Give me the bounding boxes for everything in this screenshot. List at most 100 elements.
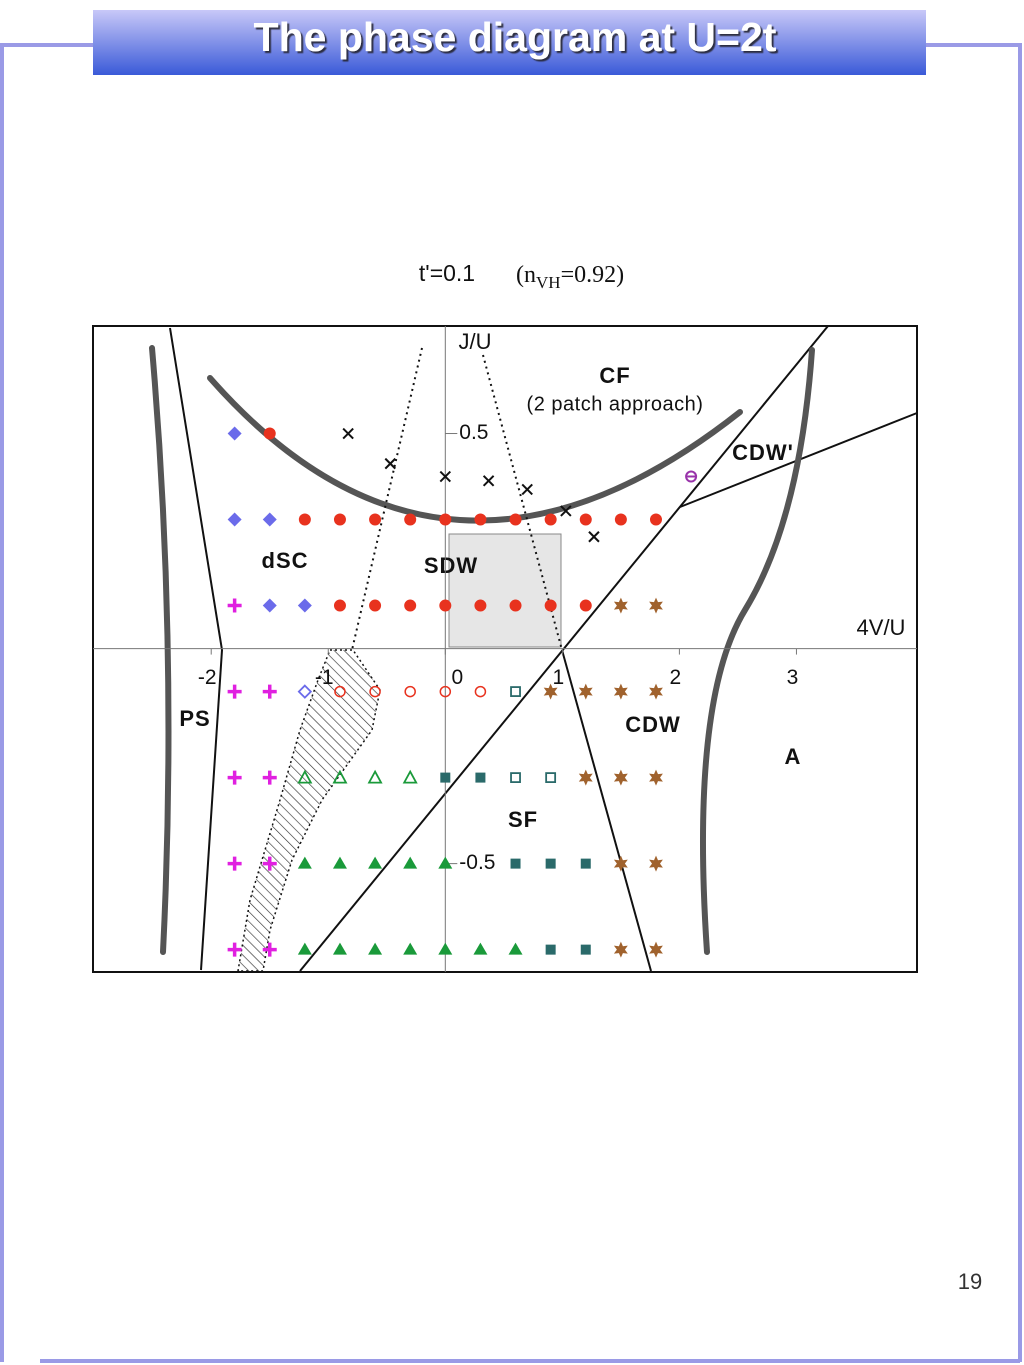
data-point [560, 505, 572, 517]
data-point [545, 858, 556, 869]
data-point [685, 470, 698, 483]
data-point [227, 856, 242, 871]
x-tick-label: 2 [670, 666, 682, 689]
data-point [578, 769, 593, 786]
region-label: CF [599, 363, 630, 388]
region-label: CDW' [732, 440, 794, 465]
data-point [544, 513, 557, 526]
data-point [545, 944, 556, 955]
data-point [368, 942, 383, 955]
data-point [369, 599, 382, 612]
boundary-curve [149, 345, 172, 955]
data-point [649, 769, 663, 786]
data-point [369, 513, 382, 526]
data-point [227, 426, 242, 441]
data-point [368, 856, 383, 869]
title-bar [93, 10, 926, 75]
data-point [473, 942, 488, 955]
data-point [579, 513, 592, 526]
data-point [297, 769, 313, 784]
data-point [333, 513, 346, 526]
x-tick-label: 0 [451, 666, 463, 689]
data-point [297, 598, 312, 613]
data-point [614, 513, 627, 526]
data-point [544, 599, 557, 612]
data-point [474, 513, 487, 526]
y-axis-label: J/U [459, 329, 492, 354]
data-point [613, 769, 628, 786]
region-label: PS [179, 706, 210, 731]
density-note: (nVH=0.92) [516, 262, 624, 292]
data-point [227, 942, 242, 957]
data-point [227, 770, 242, 785]
hatched-region [237, 649, 381, 972]
data-point [613, 941, 628, 958]
region-label: CDW [625, 712, 681, 737]
x-tick-label: 3 [787, 666, 799, 689]
data-point [297, 684, 313, 699]
data-point [580, 944, 591, 955]
data-point [649, 597, 663, 614]
data-point [404, 685, 416, 698]
data-point [404, 513, 417, 526]
data-point [367, 769, 383, 784]
data-point [332, 942, 347, 955]
data-point [474, 599, 487, 612]
data-point [613, 683, 628, 700]
density-suffix: =0.92) [561, 262, 625, 288]
data-point [649, 855, 663, 872]
data-point [403, 856, 418, 869]
data-point [579, 599, 592, 612]
data-point [439, 513, 452, 526]
data-point [509, 513, 522, 526]
region-label: SF [508, 807, 538, 832]
x-tick-label: -1 [315, 666, 334, 689]
region-label: dSC [262, 548, 309, 573]
data-point [262, 942, 277, 957]
data-point [227, 512, 242, 527]
data-point [262, 512, 277, 527]
boundary-line [169, 327, 224, 971]
dotted-boundary [351, 347, 423, 651]
data-point [578, 683, 593, 700]
data-point [384, 457, 397, 470]
data-point [475, 772, 486, 783]
data-point [404, 599, 417, 612]
highlight-box [448, 533, 562, 648]
chart-subtitle: t'=0.1 [419, 260, 475, 286]
data-point [543, 683, 558, 700]
data-point [613, 855, 628, 872]
data-point [649, 941, 663, 958]
region-label: SDW [424, 553, 478, 578]
data-point [580, 858, 591, 869]
region-note: (2 patch approach) [527, 393, 704, 415]
data-point [508, 942, 523, 955]
y-tick-label: 0.5 [459, 421, 488, 444]
data-point [521, 483, 533, 496]
slide-frame [0, 43, 1022, 1363]
data-point [227, 684, 242, 699]
data-point [262, 856, 277, 871]
data-point [333, 599, 346, 612]
slide-title: The phase diagram at U=2t [254, 14, 777, 60]
data-point [439, 599, 452, 612]
data-point [510, 858, 521, 869]
region-label: A [785, 744, 802, 769]
phase-boundaries [149, 325, 918, 972]
x-tick-label: -2 [198, 666, 217, 689]
data-point [474, 685, 487, 698]
data-point [440, 772, 451, 783]
data-point [588, 531, 600, 543]
data-point [297, 856, 312, 869]
data-point [403, 942, 418, 955]
x-tick-label: 1 [553, 666, 565, 689]
data-point [227, 598, 242, 613]
data-point [402, 769, 418, 784]
data-point [342, 427, 354, 440]
density-prefix: (n [516, 262, 536, 288]
boundary-curve [207, 375, 743, 524]
data-point [509, 599, 522, 612]
data-point [263, 427, 276, 440]
data-point [482, 475, 495, 487]
